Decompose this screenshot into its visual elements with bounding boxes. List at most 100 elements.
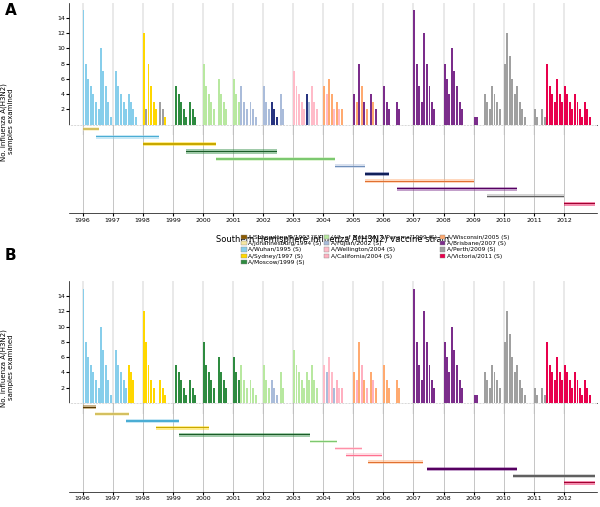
Bar bbox=[226, 388, 227, 403]
Bar bbox=[103, 350, 104, 403]
Bar bbox=[372, 380, 374, 403]
Bar bbox=[133, 110, 134, 125]
Bar bbox=[181, 102, 182, 125]
Bar bbox=[205, 87, 207, 125]
Bar bbox=[126, 420, 179, 421]
Bar bbox=[107, 380, 109, 403]
Bar bbox=[559, 373, 561, 403]
Bar bbox=[491, 365, 493, 403]
Bar bbox=[143, 311, 145, 403]
Bar bbox=[143, 142, 217, 146]
Bar bbox=[263, 87, 265, 125]
Bar bbox=[128, 94, 130, 125]
Bar bbox=[431, 380, 433, 403]
Bar bbox=[187, 150, 277, 154]
Bar bbox=[254, 117, 257, 125]
Bar bbox=[386, 102, 388, 125]
Bar bbox=[446, 79, 448, 125]
Bar bbox=[424, 311, 425, 403]
Bar bbox=[335, 448, 362, 449]
Bar bbox=[513, 476, 595, 477]
Bar bbox=[448, 94, 451, 125]
Bar bbox=[564, 481, 595, 485]
Bar bbox=[122, 102, 125, 125]
Bar bbox=[245, 110, 248, 125]
Bar bbox=[536, 117, 538, 125]
Bar bbox=[416, 63, 418, 125]
Bar bbox=[263, 365, 265, 403]
Bar bbox=[581, 117, 583, 125]
Bar bbox=[192, 388, 194, 403]
Bar bbox=[541, 388, 543, 403]
Bar bbox=[517, 87, 518, 125]
Bar bbox=[120, 94, 122, 125]
Bar bbox=[280, 373, 281, 403]
Bar bbox=[185, 117, 187, 125]
Bar bbox=[577, 102, 578, 125]
Bar bbox=[569, 380, 571, 403]
Bar bbox=[192, 110, 194, 125]
Bar bbox=[280, 94, 281, 125]
Bar bbox=[366, 110, 368, 125]
Bar bbox=[335, 166, 365, 167]
Bar bbox=[336, 102, 338, 125]
Bar bbox=[241, 365, 242, 403]
Bar bbox=[424, 33, 425, 125]
Bar bbox=[446, 357, 448, 403]
Bar bbox=[100, 48, 102, 125]
Bar bbox=[268, 110, 270, 125]
Bar bbox=[95, 413, 129, 415]
Bar bbox=[428, 87, 430, 125]
Bar bbox=[506, 33, 508, 125]
Bar bbox=[213, 388, 215, 403]
Text: A: A bbox=[5, 3, 17, 18]
Bar bbox=[486, 380, 488, 403]
Bar bbox=[484, 373, 485, 403]
Bar bbox=[571, 388, 574, 403]
Bar bbox=[559, 94, 561, 125]
Bar bbox=[218, 79, 220, 125]
Bar bbox=[396, 380, 398, 403]
Bar bbox=[549, 87, 551, 125]
Bar bbox=[356, 380, 358, 403]
Bar bbox=[398, 388, 400, 403]
Bar bbox=[427, 467, 517, 471]
Bar bbox=[98, 388, 100, 403]
Bar bbox=[496, 102, 498, 125]
Bar bbox=[579, 388, 581, 403]
Bar bbox=[293, 71, 295, 125]
Bar bbox=[499, 110, 500, 125]
Bar bbox=[98, 110, 100, 125]
Bar bbox=[361, 87, 363, 125]
Bar bbox=[336, 380, 338, 403]
Bar bbox=[496, 380, 498, 403]
Bar bbox=[579, 110, 581, 125]
Bar bbox=[115, 350, 117, 403]
Bar bbox=[365, 173, 389, 174]
Bar bbox=[365, 172, 389, 176]
Bar bbox=[487, 194, 564, 198]
Bar bbox=[514, 373, 515, 403]
Bar bbox=[554, 102, 556, 125]
Bar bbox=[296, 87, 298, 125]
Bar bbox=[331, 373, 332, 403]
Bar bbox=[574, 94, 576, 125]
Bar bbox=[365, 179, 473, 184]
Bar bbox=[175, 87, 177, 125]
Bar bbox=[303, 110, 305, 125]
Bar bbox=[338, 388, 340, 403]
Bar bbox=[556, 79, 559, 125]
Bar bbox=[268, 388, 270, 403]
Bar bbox=[574, 373, 576, 403]
Bar bbox=[433, 110, 435, 125]
Bar bbox=[562, 380, 563, 403]
Bar bbox=[511, 357, 513, 403]
Bar bbox=[564, 482, 595, 484]
Bar bbox=[363, 380, 365, 403]
Bar bbox=[473, 117, 476, 125]
Bar bbox=[461, 110, 463, 125]
Bar bbox=[298, 94, 300, 125]
Bar bbox=[356, 102, 358, 125]
Bar bbox=[509, 334, 511, 403]
Bar bbox=[577, 380, 578, 403]
